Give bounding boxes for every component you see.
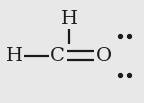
Text: C: C [50,47,65,65]
Text: O: O [96,47,112,65]
Text: H: H [6,47,23,65]
Text: H: H [61,10,78,28]
